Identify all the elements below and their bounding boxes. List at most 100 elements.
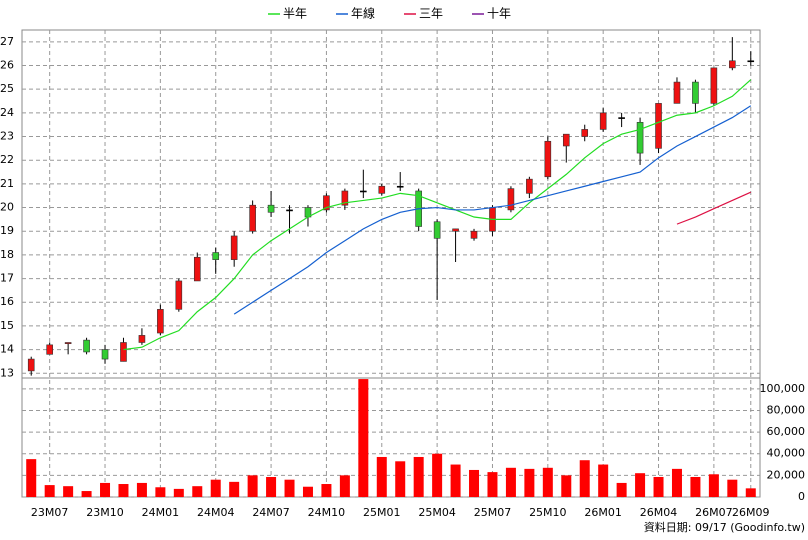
volume-bar — [266, 476, 277, 497]
candle-body — [46, 344, 53, 355]
volume-bar — [542, 467, 553, 497]
y-tick-label: 20 — [0, 201, 14, 214]
candle-body — [526, 178, 533, 194]
candle-body — [323, 195, 330, 211]
candle-body — [581, 129, 589, 137]
x-tick-label: 26M01 — [584, 506, 622, 519]
legend-label: 年線 — [351, 6, 375, 21]
volume-bar — [63, 486, 74, 497]
legend-label: 半年 — [283, 7, 307, 21]
x-tick-label: 25M01 — [363, 506, 401, 519]
candle-body — [636, 122, 644, 154]
candle-body — [452, 228, 459, 232]
x-tick-label: 25M07 — [474, 506, 512, 519]
volume-bar — [376, 456, 387, 497]
candle-body — [692, 81, 699, 104]
candle-body — [193, 256, 201, 282]
candle-body — [747, 60, 755, 63]
volume-bar — [524, 468, 535, 497]
volume-bar — [321, 484, 332, 497]
y-tick-label: 21 — [0, 177, 14, 190]
y2-tick-label: 100,000 — [760, 382, 806, 395]
candle-body — [673, 81, 681, 104]
y-tick-label: 13 — [0, 366, 14, 379]
volume-bar — [247, 475, 258, 497]
volume-bar — [136, 482, 147, 497]
candle-body — [378, 185, 386, 194]
candle-body — [710, 67, 718, 104]
candle-body — [120, 342, 127, 362]
candle-body — [618, 117, 625, 119]
y-tick-label: 24 — [0, 106, 14, 119]
y-tick-label: 23 — [0, 130, 14, 143]
candle-body — [267, 204, 275, 213]
x-tick-label: 23M10 — [86, 506, 124, 519]
x-tick-label: 24M10 — [308, 506, 346, 519]
volume-bar — [487, 472, 498, 497]
volume-bar — [469, 469, 480, 497]
volume-bar — [118, 484, 129, 497]
volume-bar — [81, 491, 92, 497]
ma-line — [123, 79, 752, 351]
volume-bar — [635, 473, 646, 497]
legend-label: 三年 — [419, 7, 443, 21]
candle-body — [341, 190, 349, 206]
volume-bar — [653, 476, 664, 497]
volume-bar — [395, 461, 406, 497]
y-tick-label: 26 — [0, 59, 14, 72]
x-tick-label: 24M07 — [252, 506, 290, 519]
candle-body — [433, 221, 441, 239]
candle-body — [27, 358, 35, 372]
volume-bar — [100, 482, 111, 497]
y2-tick-label: 20,000 — [767, 468, 806, 481]
footer-note: 資料日期: 09/17 (Goodinfo.tw) — [644, 520, 805, 534]
candle-body — [599, 112, 607, 130]
candle-body — [544, 140, 552, 178]
x-tick-label: 25M10 — [529, 506, 567, 519]
candle-body — [249, 204, 256, 232]
volume-bar — [708, 474, 719, 497]
volume-bar — [450, 464, 461, 497]
candle-body — [175, 280, 183, 310]
volume-bar — [671, 468, 682, 497]
candle-body — [507, 188, 515, 211]
x-tick-label: 26M09 — [732, 506, 770, 519]
candle-body — [396, 185, 404, 188]
x-tick-label: 26M07 — [695, 506, 733, 519]
x-tick-label: 24M01 — [142, 506, 180, 519]
candle-body — [83, 339, 90, 353]
y-tick-label: 27 — [0, 35, 14, 48]
volume-bar — [727, 479, 738, 497]
x-tick-label: 24M04 — [197, 506, 235, 519]
candle-body — [729, 60, 736, 69]
candle-body — [286, 209, 293, 212]
volume-bar — [505, 467, 516, 497]
y-tick-label: 14 — [0, 343, 14, 356]
volume-bar — [598, 464, 609, 497]
candle-body — [212, 252, 220, 260]
plot-frame — [21, 29, 761, 498]
volume-bar — [173, 488, 184, 497]
volume-bar — [745, 488, 756, 497]
legend-label: 十年 — [487, 7, 511, 21]
volume-bar — [339, 475, 350, 497]
y2-tick-label: 60,000 — [767, 425, 806, 438]
volume-bar — [26, 459, 37, 497]
candle-body — [64, 342, 72, 344]
y-tick-label: 18 — [0, 248, 14, 261]
y-tick-label: 22 — [0, 153, 14, 166]
candle-body — [562, 133, 570, 147]
candle-body — [655, 103, 662, 149]
volume-bar — [432, 453, 443, 497]
volume-bar — [192, 486, 203, 497]
y2-tick-label: 40,000 — [767, 447, 806, 460]
x-tick-label: 26M04 — [640, 506, 678, 519]
y-tick-label: 25 — [0, 82, 14, 95]
volume-bar — [155, 487, 166, 497]
y-tick-label: 17 — [0, 272, 14, 285]
volume-bar — [579, 460, 590, 497]
ma-line — [233, 105, 752, 315]
volume-bar — [284, 479, 295, 497]
y2-tick-label: 80,000 — [767, 403, 806, 416]
